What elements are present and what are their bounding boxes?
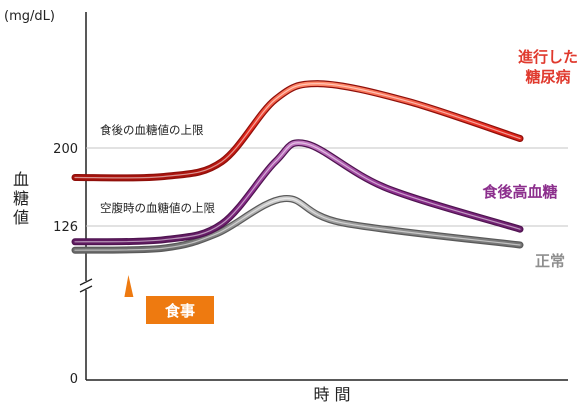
meal-callout-box [146, 296, 214, 324]
y-tick-label: 0 [70, 372, 78, 387]
axis-break-mark-upper [79, 278, 93, 286]
reference-line-label: 食後の血糖値の上限 [100, 123, 204, 137]
series-label: 糖尿病 [525, 68, 570, 86]
y-tick-label: 126 [53, 220, 78, 235]
y-axis-title-char-1: 血 [13, 170, 29, 189]
y-ticks: 0 126 200 [53, 142, 78, 387]
series-label: 進行した [518, 48, 578, 66]
meal-callout-label: 食事 [165, 302, 195, 320]
axis-break-mark-lower [79, 285, 93, 293]
series-line [72, 140, 523, 245]
meal-callout-pointer [124, 275, 134, 297]
meal-annotation: 食事 [124, 275, 214, 324]
y-axis-title-char-3: 値 [13, 208, 29, 227]
axis-break-gap [80, 281, 92, 290]
y-tick-label: 200 [53, 142, 78, 157]
series-line-highlight [74, 142, 521, 243]
series-line-highlight [74, 197, 521, 251]
y-unit-label: (mg/dL) [4, 9, 55, 24]
series-curves [71, 80, 524, 254]
series-line-highlight [74, 83, 521, 179]
series-line-outline [71, 139, 524, 246]
series-label: 食後高血糖 [482, 183, 557, 201]
reference-line-label: 空腹時の血糖値の上限 [100, 201, 215, 215]
series-label: 正常 [535, 252, 565, 270]
y-axis-title: 血 糖 値 [13, 170, 29, 227]
y-axis-title-char-2: 糖 [13, 189, 29, 208]
x-axis-title: 時 間 [313, 385, 350, 404]
